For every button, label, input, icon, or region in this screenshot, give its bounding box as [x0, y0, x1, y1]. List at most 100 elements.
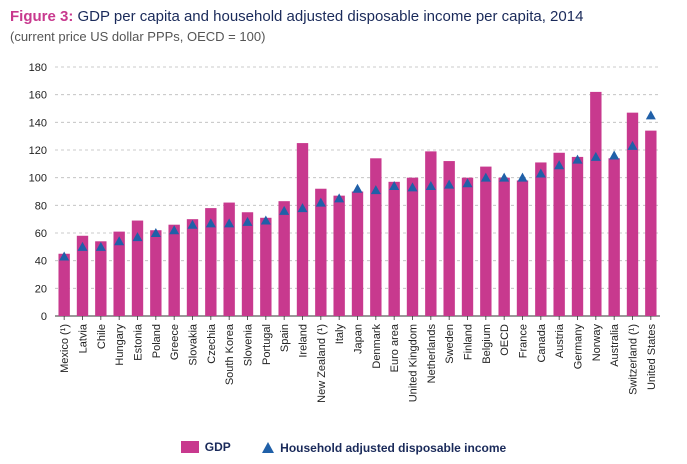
bar-gdp: [241, 212, 254, 316]
x-tick-label: Finland: [463, 324, 475, 360]
bar-gdp: [626, 112, 639, 317]
marker-income: [187, 219, 198, 229]
x-tick-label: Poland: [151, 324, 163, 358]
x-tick-label: Chile: [96, 324, 108, 349]
bar-gdp: [351, 191, 364, 316]
chart-canvas: 0 20 40 60 80 100 120 140 160 180 Mexico (¹) Latvi…: [29, 62, 660, 403]
x-tick-label: Sweden: [444, 324, 456, 364]
marker-income: [59, 251, 70, 261]
x-tick-label: Hungary: [114, 324, 126, 366]
figure-title-text: GDP per capita and household adjusted di…: [77, 8, 584, 25]
marker-income: [224, 218, 235, 228]
bar-gdp: [205, 208, 217, 316]
bar-gdp: [278, 201, 290, 316]
chart-title: Figure 3: GDP per capita and household a…: [10, 8, 583, 25]
marker-income: [645, 110, 656, 120]
x-tick-label: United States: [646, 324, 658, 391]
y-tick-label: 40: [35, 256, 47, 268]
y-tick-label: 160: [29, 90, 47, 102]
x-tick-label: Portugal: [261, 324, 273, 365]
bar-gdp: [333, 195, 345, 316]
marker-income: [169, 225, 180, 235]
marker-income: [279, 205, 290, 215]
legend-swatch-bar: [180, 441, 199, 453]
bar-gdp: [315, 188, 327, 316]
x-tick-label: Slovenia: [243, 323, 255, 366]
x-tick-label: Netherlands: [426, 324, 438, 384]
x-tick-label: Ireland: [298, 324, 310, 358]
x-tick-label: Czechia: [206, 323, 218, 364]
legend-label-gdp: GDP: [204, 440, 231, 454]
x-tick-label: South Korea: [224, 323, 236, 385]
bar-gdp: [58, 253, 70, 316]
x-tick-label: Canada: [536, 323, 548, 362]
x-tick-label: United Kingdom: [408, 324, 420, 402]
legend-swatch-triangle: [262, 442, 275, 453]
marker-income: [425, 180, 436, 190]
bar-gdp: [571, 156, 584, 316]
marker-income: [132, 232, 143, 242]
marker-income: [114, 236, 125, 246]
x-tick-label: Estonia: [133, 323, 145, 361]
marker-income: [627, 140, 638, 150]
bar-gdp: [150, 230, 162, 316]
marker-income: [480, 172, 491, 182]
marker-income: [352, 183, 363, 193]
marker-income: [499, 172, 510, 182]
bar-gdp: [388, 181, 400, 316]
marker-income: [205, 218, 216, 228]
marker-income: [334, 193, 345, 203]
legend-label-income: Household adjusted disposable income: [280, 440, 507, 455]
x-tick-label: Spain: [279, 324, 291, 352]
bar-gdp: [406, 177, 419, 316]
marker-income: [315, 197, 326, 207]
bar-gdp: [645, 130, 657, 316]
marker-income: [389, 180, 400, 190]
marker-income: [407, 182, 418, 192]
marker-income: [572, 154, 583, 164]
legend-item-gdp: GDP: [180, 440, 231, 454]
bar-gdp: [131, 220, 144, 316]
marker-income: [554, 160, 565, 170]
x-tick-label: France: [518, 324, 530, 358]
bar-gdp: [443, 161, 455, 316]
chart-subtitle: (current price US dollar PPPs, OECD = 10…: [10, 29, 266, 44]
figure-number: Figure 3:: [10, 8, 74, 25]
y-tick-label: 120: [29, 145, 47, 157]
bar-gdp: [223, 202, 235, 316]
bar-gdp: [95, 241, 107, 316]
bar-gdp: [168, 224, 180, 316]
y-axis: 0 20 40 60 80 100 120 140 160 180: [29, 62, 47, 323]
marker-income: [77, 241, 88, 251]
x-tick-label: Japan: [353, 324, 365, 354]
x-tick-label: Denmark: [371, 324, 383, 369]
bar-gdp: [553, 152, 565, 316]
marker-income: [535, 168, 546, 178]
x-tick-label: Slovakia: [188, 323, 200, 365]
y-tick-label: 20: [35, 283, 47, 295]
marker-series: [59, 110, 656, 261]
marker-income: [150, 228, 161, 237]
bar-gdp: [590, 91, 602, 317]
marker-income: [242, 216, 253, 226]
x-tick-label: New Zealand (¹): [316, 324, 328, 403]
marker-income: [370, 185, 381, 195]
bar-gdp: [480, 166, 492, 316]
bar-gdp: [425, 151, 437, 316]
x-tick-label: Belgium: [481, 324, 493, 364]
bar-gdp: [296, 143, 309, 316]
x-tick-label: Austria: [554, 323, 566, 358]
bar-gdp: [370, 158, 382, 316]
bar-gdp: [186, 219, 199, 316]
x-tick-label: Norway: [591, 324, 603, 362]
x-tick-label: OECD: [499, 324, 511, 356]
bar-gdp: [113, 231, 125, 316]
bar-gdp: [76, 235, 89, 316]
y-tick-label: 0: [41, 311, 47, 323]
marker-income: [95, 241, 106, 251]
bar-gdp: [516, 180, 529, 316]
marker-income: [517, 172, 528, 182]
marker-income: [609, 150, 620, 160]
legend: GDP Household adjusted disposable income: [0, 440, 687, 456]
marker-income: [297, 203, 308, 213]
